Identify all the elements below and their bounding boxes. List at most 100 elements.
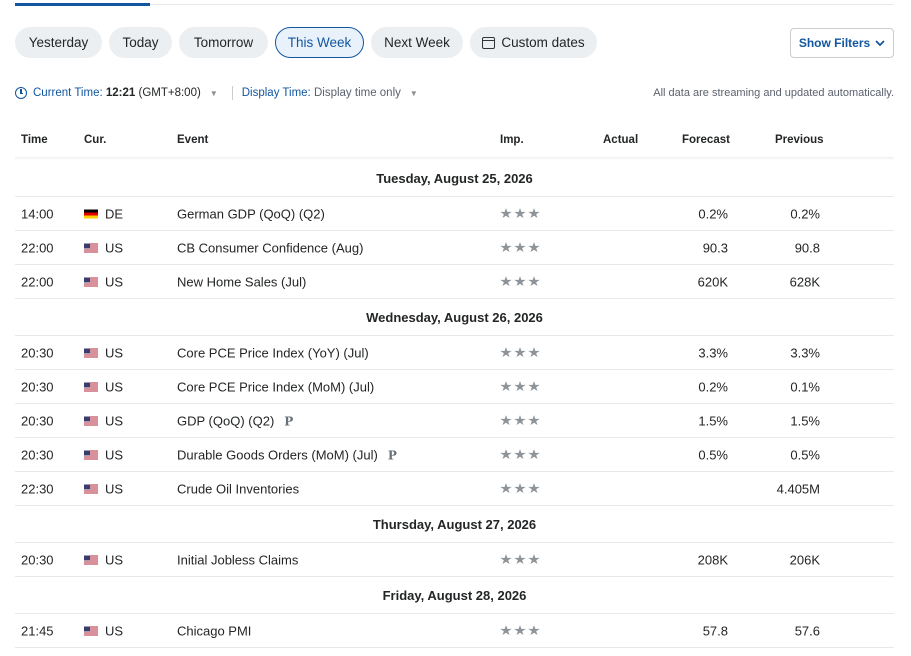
- display-time-value[interactable]: Display time only: [313, 87, 401, 99]
- star-icon: [500, 208, 512, 219]
- event-title[interactable]: CB Consumer Confidence (Aug): [177, 240, 364, 255]
- event-name[interactable]: Chicago PMI: [177, 623, 251, 638]
- preliminary-release-icon: P: [284, 414, 294, 428]
- event-name[interactable]: Crude Oil Inventories: [177, 481, 299, 496]
- event-time: 22:00: [21, 240, 54, 255]
- currency-code: US: [105, 379, 124, 394]
- event-currency: US: [84, 345, 123, 360]
- event-previous: 1.5%: [790, 413, 820, 428]
- event-time: 21:45: [21, 623, 54, 638]
- event-previous: 0.2%: [790, 206, 820, 221]
- event-name[interactable]: Initial Jobless Claims: [177, 552, 298, 567]
- event-name[interactable]: Core PCE Price Index (YoY) (Jul): [177, 345, 369, 360]
- header-divider: [15, 157, 894, 160]
- range-next-week-button[interactable]: Next Week: [371, 27, 463, 58]
- event-previous: 90.8: [794, 240, 820, 255]
- event-row[interactable]: 20:30 US Core PCE Price Index (MoM) (Jul) 0…: [15, 370, 894, 404]
- importance-stars: [500, 625, 540, 636]
- star-icon: [500, 415, 512, 426]
- preliminary-release-icon: P: [387, 448, 397, 462]
- event-title[interactable]: Chicago PMI: [177, 623, 252, 638]
- star-icon: [528, 554, 540, 565]
- event-name[interactable]: Durable Goods Orders (MoM) (Jul) P: [177, 447, 397, 462]
- display-time-dropdown-icon[interactable]: ▼: [409, 88, 418, 98]
- event-name[interactable]: German GDP (QoQ) (Q2): [177, 206, 325, 221]
- event-name[interactable]: New Home Sales (Jul): [177, 274, 306, 289]
- event-row[interactable]: 14:00 DE German GDP (QoQ) (Q2) 0.2% 0.2%: [15, 197, 894, 231]
- range-today-button[interactable]: Today: [109, 27, 172, 58]
- star-icon: [528, 276, 540, 287]
- star-icon: [514, 381, 526, 392]
- day-header: Tuesday, August 25, 2026: [15, 160, 894, 197]
- range-custom-dates-button[interactable]: Custom dates: [470, 27, 597, 58]
- event-name[interactable]: Core PCE Price Index (MoM) (Jul): [177, 379, 374, 394]
- active-tab-indicator: [15, 3, 150, 6]
- event-title[interactable]: Crude Oil Inventories: [177, 481, 300, 496]
- timezone-value[interactable]: (GMT+8:00): [138, 87, 201, 99]
- col-header-currency: Cur.: [84, 134, 107, 146]
- event-time: 20:30: [21, 413, 54, 428]
- event-forecast: 3.3%: [698, 345, 728, 360]
- tabs-underline: [15, 4, 894, 5]
- star-icon: [514, 415, 526, 426]
- event-title[interactable]: German GDP (QoQ) (Q2): [177, 206, 325, 221]
- range-label: This Week: [287, 35, 352, 50]
- currency-code: US: [105, 240, 124, 255]
- currency-code: US: [105, 623, 124, 638]
- event-previous: 628K: [789, 274, 820, 289]
- event-row[interactable]: 21:45 US Chicago PMI 57.8 57.6: [15, 614, 894, 648]
- event-title[interactable]: Core PCE Price Index (MoM) (Jul): [177, 379, 375, 394]
- streaming-note: All data are streaming and updated autom…: [653, 87, 894, 99]
- show-filters-button[interactable]: Show Filters: [790, 28, 894, 58]
- event-row[interactable]: 20:30 US Durable Goods Orders (MoM) (Jul) P…: [15, 438, 894, 472]
- event-row[interactable]: 22:00 US CB Consumer Confidence (Aug) 90.3 9…: [15, 231, 894, 265]
- event-row[interactable]: 22:30 US Crude Oil Inventories 4.405M: [15, 472, 894, 506]
- star-icon: [514, 449, 526, 460]
- importance-stars: [500, 347, 540, 358]
- event-forecast: 1.5%: [698, 413, 728, 428]
- event-name[interactable]: GDP (QoQ) (Q2) P: [177, 413, 293, 428]
- event-row[interactable]: 20:30 US Core PCE Price Index (YoY) (Jul) 3…: [15, 336, 894, 370]
- event-currency: US: [84, 481, 123, 496]
- event-forecast: 0.2%: [698, 206, 728, 221]
- event-row[interactable]: 22:00 US New Home Sales (Jul) 620K 628K: [15, 265, 894, 299]
- event-currency: DE: [84, 206, 123, 221]
- event-title[interactable]: New Home Sales (Jul): [177, 274, 307, 289]
- currency-code: US: [105, 345, 124, 360]
- event-time: 22:30: [21, 481, 54, 496]
- star-icon: [500, 625, 512, 636]
- event-row[interactable]: 20:30 US Initial Jobless Claims 208K 206K: [15, 543, 894, 577]
- current-time-value: 12:21: [105, 87, 136, 99]
- col-header-event: Event: [177, 134, 209, 146]
- event-title[interactable]: GDP (QoQ) (Q2): [177, 413, 275, 428]
- event-name[interactable]: CB Consumer Confidence (Aug): [177, 240, 363, 255]
- event-previous: 3.3%: [790, 345, 820, 360]
- time-settings-bar: Current Time: 12:21 (GMT+8:00) ▼ Display…: [15, 85, 418, 101]
- range-yesterday-button[interactable]: Yesterday: [15, 27, 102, 58]
- star-icon: [514, 625, 526, 636]
- star-icon: [514, 208, 526, 219]
- star-icon: [514, 347, 526, 358]
- event-title[interactable]: Initial Jobless Claims: [177, 552, 299, 567]
- col-header-time: Time: [21, 134, 48, 146]
- calendar-icon: [482, 36, 496, 49]
- display-time-label: Display Time:: [241, 87, 311, 99]
- range-this-week-button[interactable]: This Week: [275, 27, 364, 58]
- star-icon: [500, 276, 512, 287]
- star-icon: [514, 483, 526, 494]
- event-time: 14:00: [21, 206, 54, 221]
- star-icon: [500, 347, 512, 358]
- star-icon: [528, 449, 540, 460]
- range-label: Tomorrow: [193, 35, 254, 50]
- col-header-forecast: Forecast: [682, 134, 730, 146]
- importance-stars: [500, 483, 540, 494]
- event-title[interactable]: Durable Goods Orders (MoM) (Jul): [177, 447, 378, 462]
- flag-us-icon: [84, 277, 98, 286]
- timezone-dropdown-icon[interactable]: ▼: [209, 88, 218, 98]
- flag-de-icon: [84, 209, 98, 218]
- event-row[interactable]: 20:30 US GDP (QoQ) (Q2) P 1.5% 1.5%: [15, 404, 894, 438]
- event-title[interactable]: Core PCE Price Index (YoY) (Jul): [177, 345, 369, 360]
- range-tomorrow-button[interactable]: Tomorrow: [179, 27, 268, 58]
- star-icon: [500, 483, 512, 494]
- importance-stars: [500, 449, 540, 460]
